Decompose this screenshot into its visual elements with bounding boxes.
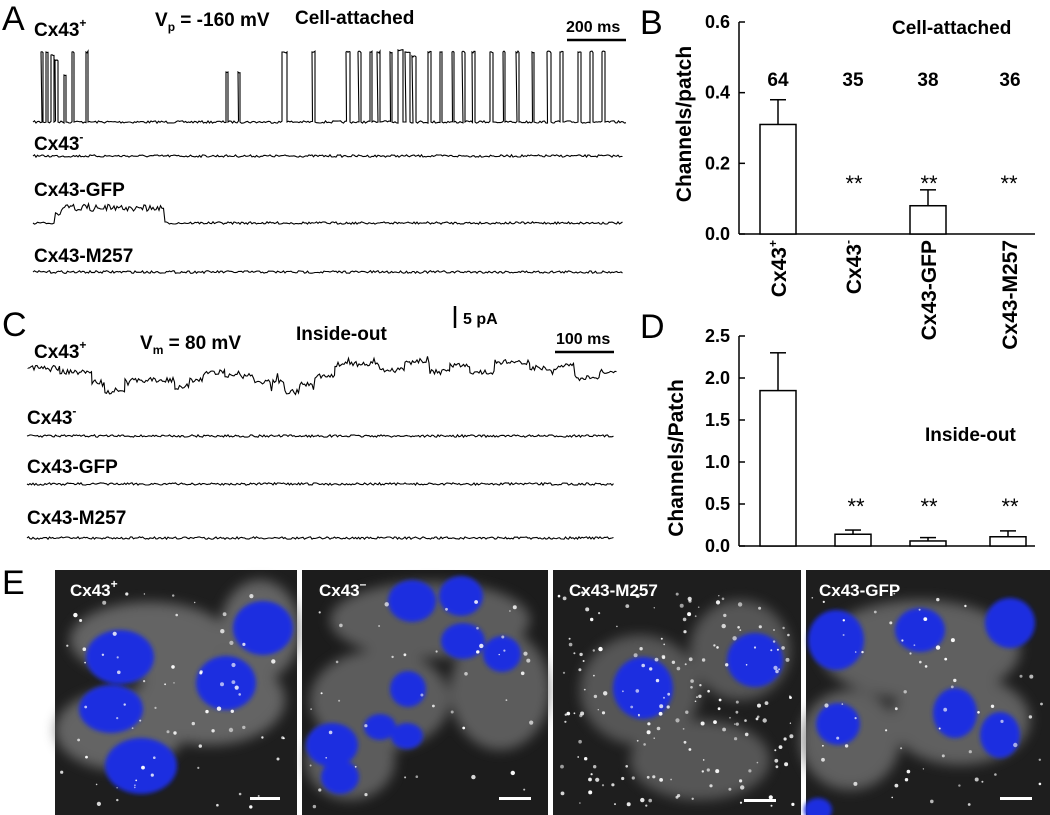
current-trace-c-cx43-gfp [26, 481, 614, 487]
chart-b-significance-1: ** [845, 171, 863, 196]
chart-d-significance-1: ** [847, 494, 865, 519]
b-ytick-label-0: 0.0 [705, 224, 730, 244]
chart-b-bar-cx43-plus [759, 123, 797, 235]
chart-b-bar-cx43-gfp [909, 204, 947, 235]
panel-a-condition: Cell-attached [295, 8, 414, 29]
d-ytick-label-0: 0.0 [705, 536, 730, 556]
panel-c-time-scalebar-label: 100 ms [556, 331, 610, 348]
chart-b-category-label-2: Cx43-GFP [918, 240, 941, 340]
micrograph-label-cx43-gfp: Cx43-GFP [819, 581, 900, 600]
micrograph-label-cx43-plus: Cx43+ [70, 577, 118, 600]
chart-b-n-label-2: 38 [917, 70, 938, 91]
d-ytick-label-5: 2.5 [705, 326, 730, 346]
b-ytick-label-1: 0.2 [705, 153, 730, 173]
panel-label-c: C [2, 306, 27, 344]
micrograph-cx43-gfp: Cx43-GFP [800, 570, 1050, 815]
chart-b-category-label-0: Cx43+ [766, 240, 791, 297]
chart-d-bar-cx43-minus [834, 533, 872, 547]
chart-b-category-label-3: Cx43-M257 [999, 240, 1022, 350]
d-ytick-label-4: 2.0 [705, 368, 730, 388]
panel-a-time-scalebar-label: 200 ms [566, 19, 620, 36]
current-trace-a-cx43-plus [32, 49, 627, 125]
chart-b-significance-2: ** [920, 171, 938, 196]
panel-label-e: E [2, 564, 25, 602]
current-trace-a-cx43-minus [32, 153, 623, 159]
chart-d-ylabel: Channels/Patch [665, 379, 688, 537]
trace-label-c-3: Cx43-M257 [27, 508, 126, 529]
trace-label-c-1: Cx43- [27, 404, 76, 429]
b-ytick-label-2: 0.4 [705, 83, 730, 103]
chart-b-n-label-3: 36 [999, 70, 1020, 91]
panel-label-a: A [2, 0, 25, 38]
micrograph-label-cx43-minus: Cx43– [319, 577, 367, 600]
micrograph-cx43-m257: Cx43-M257 [553, 570, 801, 815]
trace-label-a-1: Cx43- [34, 130, 83, 155]
panel-c-current-scalebar-label: 5 pA [463, 311, 498, 328]
d-ytick-label-1: 0.5 [705, 494, 730, 514]
chart-b-title: Cell-attached [892, 18, 1011, 39]
chart-b-ylabel: Channels/patch [673, 46, 696, 202]
d-ytick-label-3: 1.5 [705, 410, 730, 430]
micrograph-cx43-minus: Cx43– [302, 570, 550, 815]
chart-d-significance-3: ** [1001, 494, 1019, 519]
chart-d-bar-cx43-m257 [989, 536, 1027, 547]
chart-b-category-label-1: Cx43- [841, 240, 866, 294]
chart-d-title: Inside-out [925, 425, 1016, 446]
chart-b-n-label-0: 64 [767, 70, 789, 91]
trace-label-c-0: Cx43+ [34, 338, 86, 363]
panel-label-d: D [640, 308, 665, 346]
current-trace-c-cx43-m257 [26, 535, 614, 541]
chart-b-n-label-1: 35 [842, 70, 864, 91]
trace-label-a-2: Cx43-GFP [34, 180, 125, 201]
current-trace-c-cx43-minus [26, 433, 614, 439]
panel-a-voltage: Vp = -160 mV [155, 10, 270, 34]
micrograph-cx43-plus: Cx43+ [55, 570, 300, 815]
micrograph-label-cx43-m257: Cx43-M257 [569, 581, 658, 600]
current-trace-a-cx43-gfp [32, 201, 623, 226]
d-ytick-label-2: 1.0 [705, 452, 730, 472]
panel-c-condition: Inside-out [296, 324, 387, 345]
panel-c-voltage: Vm = 80 mV [140, 333, 241, 357]
trace-label-a-0: Cx43+ [34, 16, 86, 41]
panel-label-b: B [640, 4, 663, 42]
chart-d-significance-2: ** [920, 494, 938, 519]
trace-label-c-2: Cx43-GFP [27, 457, 118, 478]
b-ytick-label-3: 0.6 [705, 12, 730, 32]
chart-d-bar-cx43-gfp [909, 540, 947, 547]
chart-b-significance-3: ** [1000, 171, 1018, 196]
trace-label-a-3: Cx43-M257 [34, 246, 133, 267]
current-trace-c-cx43-plus [27, 356, 617, 396]
current-trace-a-cx43-m257 [32, 269, 623, 275]
chart-d-bar-cx43-plus [759, 389, 797, 547]
